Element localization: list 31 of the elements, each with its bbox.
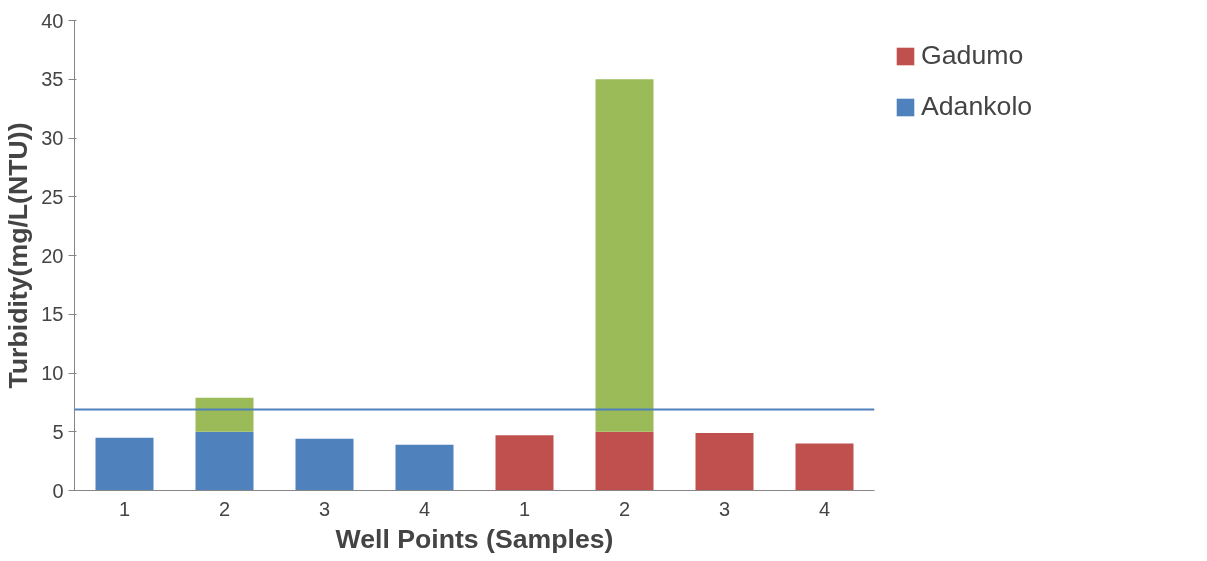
bar — [595, 431, 654, 491]
x-axis-title: Well Points (Samples) — [335, 523, 614, 554]
x-tick-label: 1 — [518, 497, 531, 520]
x-tick-label: 3 — [718, 497, 731, 520]
y-axis-title: Turbidity(mg/L(NTU)) — [3, 122, 34, 389]
bar — [695, 432, 754, 491]
y-tick-label: 30 — [41, 127, 64, 149]
bar — [795, 443, 854, 491]
y-tick-label: 5 — [52, 420, 64, 443]
bar — [95, 437, 154, 491]
bar — [195, 397, 254, 432]
y-tick-label: 20 — [41, 244, 64, 267]
x-tick-label: 1 — [118, 497, 131, 520]
x-tick-label: 2 — [618, 497, 631, 520]
x-tick-label: 3 — [318, 497, 331, 520]
bar — [295, 438, 354, 491]
x-tick-label: 4 — [418, 497, 431, 520]
y-tick-label: 10 — [41, 362, 64, 384]
bar — [395, 444, 454, 491]
bar — [495, 435, 554, 491]
y-tick-label: 0 — [52, 479, 64, 502]
y-tick-label: 35 — [41, 68, 64, 91]
bar — [195, 431, 254, 491]
y-tick-label: 15 — [41, 303, 64, 326]
x-tick-label: 4 — [818, 497, 831, 520]
y-tick-label: 40 — [41, 9, 64, 32]
y-tick-label: 25 — [41, 185, 64, 208]
bar — [595, 79, 654, 432]
legend-label: Adankolo — [921, 91, 1033, 122]
x-tick-label: 2 — [218, 497, 231, 520]
legend-label: Gadumo — [921, 40, 1024, 71]
